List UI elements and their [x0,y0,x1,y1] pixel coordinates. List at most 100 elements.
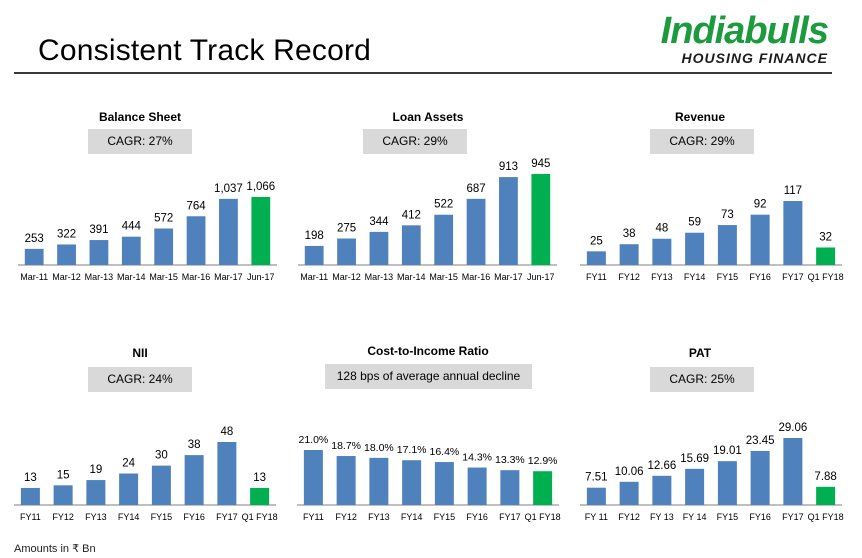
loan-assets-bar-1 [304,245,324,265]
loan-assets-bar-4 [401,225,421,265]
revenue-value-label-6: 92 [754,199,767,211]
nii-value-label-2: 15 [57,469,70,481]
cost-income-value-label-5: 16.4% [429,446,459,458]
loan-assets-tick-label-4: Mar-14 [397,272,426,282]
revenue-tick-label-2: FY12 [618,272,640,282]
balance-sheet-tick-label-5: Mar-15 [149,272,178,282]
pat-tick-label-8: Q1 FY18 [808,512,844,522]
pat-tick-label-4: FY 14 [683,512,707,522]
loan-assets-value-label-6: 687 [466,183,485,195]
balance-sheet-value-label-8: 1,066 [246,181,275,193]
pat-cagr-badge: CAGR: 25% [650,367,754,392]
balance-sheet-tick-label-2: Mar-12 [52,272,81,282]
title-divider [14,72,832,74]
loan-assets-tick-label-8: Jun-17 [527,272,555,282]
nii-bar-5 [151,465,171,505]
cost-income-tick-label-5: FY15 [434,512,456,522]
pat-tick-label-6: FY16 [749,512,771,522]
loan-assets-bar-7 [499,177,518,265]
cost-income-tick-label-6: FY16 [466,512,488,522]
pat-value-label-1: 7.51 [585,472,607,484]
balance-sheet-tick-label-7: Mar-17 [214,272,243,282]
balance-sheet-cagr-badge: CAGR: 27% [88,129,192,154]
cost-income-bar-7 [500,470,520,505]
revenue-tick-label-3: FY13 [651,272,673,282]
loan-assets-bar-6 [466,198,486,265]
balance-sheet-bar-8 [251,197,271,265]
cost-income-bar-6 [467,467,487,505]
pat-bar-6 [750,450,770,505]
pat-tick-label-3: FY 13 [650,512,674,522]
loan-assets-cagr-badge: CAGR: 29% [363,129,467,154]
balance-sheet-title: Balance Sheet [98,110,182,124]
company-logo: Indiabulls HOUSING FINANCE [661,12,829,66]
revenue-bar-5 [717,225,737,265]
cost-income-tick-label-3: FY13 [368,512,390,522]
loan-assets-tick-label-3: Mar-13 [365,272,394,282]
revenue-bar-1 [586,251,606,265]
nii-value-label-8: 13 [253,472,266,484]
nii-tick-label-3: FY13 [85,512,107,522]
amounts-footnote: Amounts in ₹ Bn [14,543,96,555]
revenue-value-label-2: 38 [623,228,636,240]
pat-value-label-2: 10.06 [615,466,644,478]
cost-income-value-label-7: 13.3% [495,454,525,466]
balance-sheet-tick-label-6: Mar-16 [182,272,211,282]
cost-income-tick-label-7: FY17 [499,512,521,522]
balance-sheet-bar-2 [57,244,76,265]
cost-income-tick-label-8: Q1 FY18 [525,512,561,522]
cost-income-title: Cost-to-Income Ratio [367,344,489,358]
loan-assets-tick-label-5: Mar-15 [429,272,458,282]
balance-sheet-value-label-5: 572 [154,213,173,225]
balance-sheet-value-label-2: 322 [57,228,76,240]
balance-sheet-bar-3 [89,240,109,265]
nii-value-label-1: 13 [24,472,37,484]
cost-income-bar-8 [533,471,553,505]
nii-tick-label-7: FY17 [216,512,238,522]
balance-sheet-tick-label-3: Mar-13 [85,272,114,282]
loan-assets-bar-8 [531,174,551,265]
pat-value-label-4: 15.69 [680,453,709,465]
nii-cagr-badge: CAGR: 24% [88,367,192,392]
loan-assets-bar-3 [369,231,389,265]
loan-assets-value-label-8: 945 [531,158,550,170]
loan-assets-tick-label-6: Mar-16 [462,272,491,282]
revenue-value-label-5: 73 [721,209,734,221]
nii-value-label-4: 24 [122,458,135,470]
balance-sheet-value-label-7: 1,037 [214,183,243,195]
nii-tick-label-8: Q1 FY18 [242,512,278,522]
balance-sheet-tick-label-8: Jun-17 [247,272,275,282]
revenue-bar-8 [816,247,836,265]
nii-bar-3 [86,480,106,505]
revenue-value-label-4: 59 [688,217,701,229]
balance-sheet-bar-5 [154,228,174,265]
pat-bar-7 [783,438,803,505]
revenue-tick-label-7: FY17 [782,272,804,282]
cost-income-bar-5 [434,462,454,505]
pat-bar-1 [586,487,606,505]
pat-bar-8 [816,486,836,505]
nii-tick-label-6: FY16 [183,512,205,522]
cost-income-bar-3 [369,457,389,505]
loan-assets-bar-2 [337,238,356,265]
revenue-tick-label-6: FY16 [749,272,771,282]
balance-sheet-bar-6 [186,216,206,265]
loan-assets-value-label-7: 913 [499,161,518,173]
pat-bar-2 [619,481,639,505]
loan-assets-value-label-3: 344 [369,216,389,228]
revenue-value-label-1: 25 [590,235,603,247]
pat-tick-label-2: FY12 [618,512,640,522]
revenue-tick-label-1: FY11 [586,272,607,282]
cost-income-value-label-2: 18.7% [331,440,361,452]
revenue-tick-label-8: Q1 FY18 [808,272,844,282]
revenue-title: Revenue [674,110,726,124]
logo-tagline: HOUSING FINANCE [681,50,828,66]
revenue-cagr-badge: CAGR: 29% [650,129,754,154]
cost-income-value-label-1: 21.0% [298,434,328,446]
balance-sheet-value-label-6: 764 [186,200,206,212]
loan-assets-title: Loan Assets [392,110,464,124]
pat-bar-5 [717,461,737,505]
balance-sheet-bar-1 [24,248,44,265]
revenue-value-label-7: 117 [784,185,802,197]
